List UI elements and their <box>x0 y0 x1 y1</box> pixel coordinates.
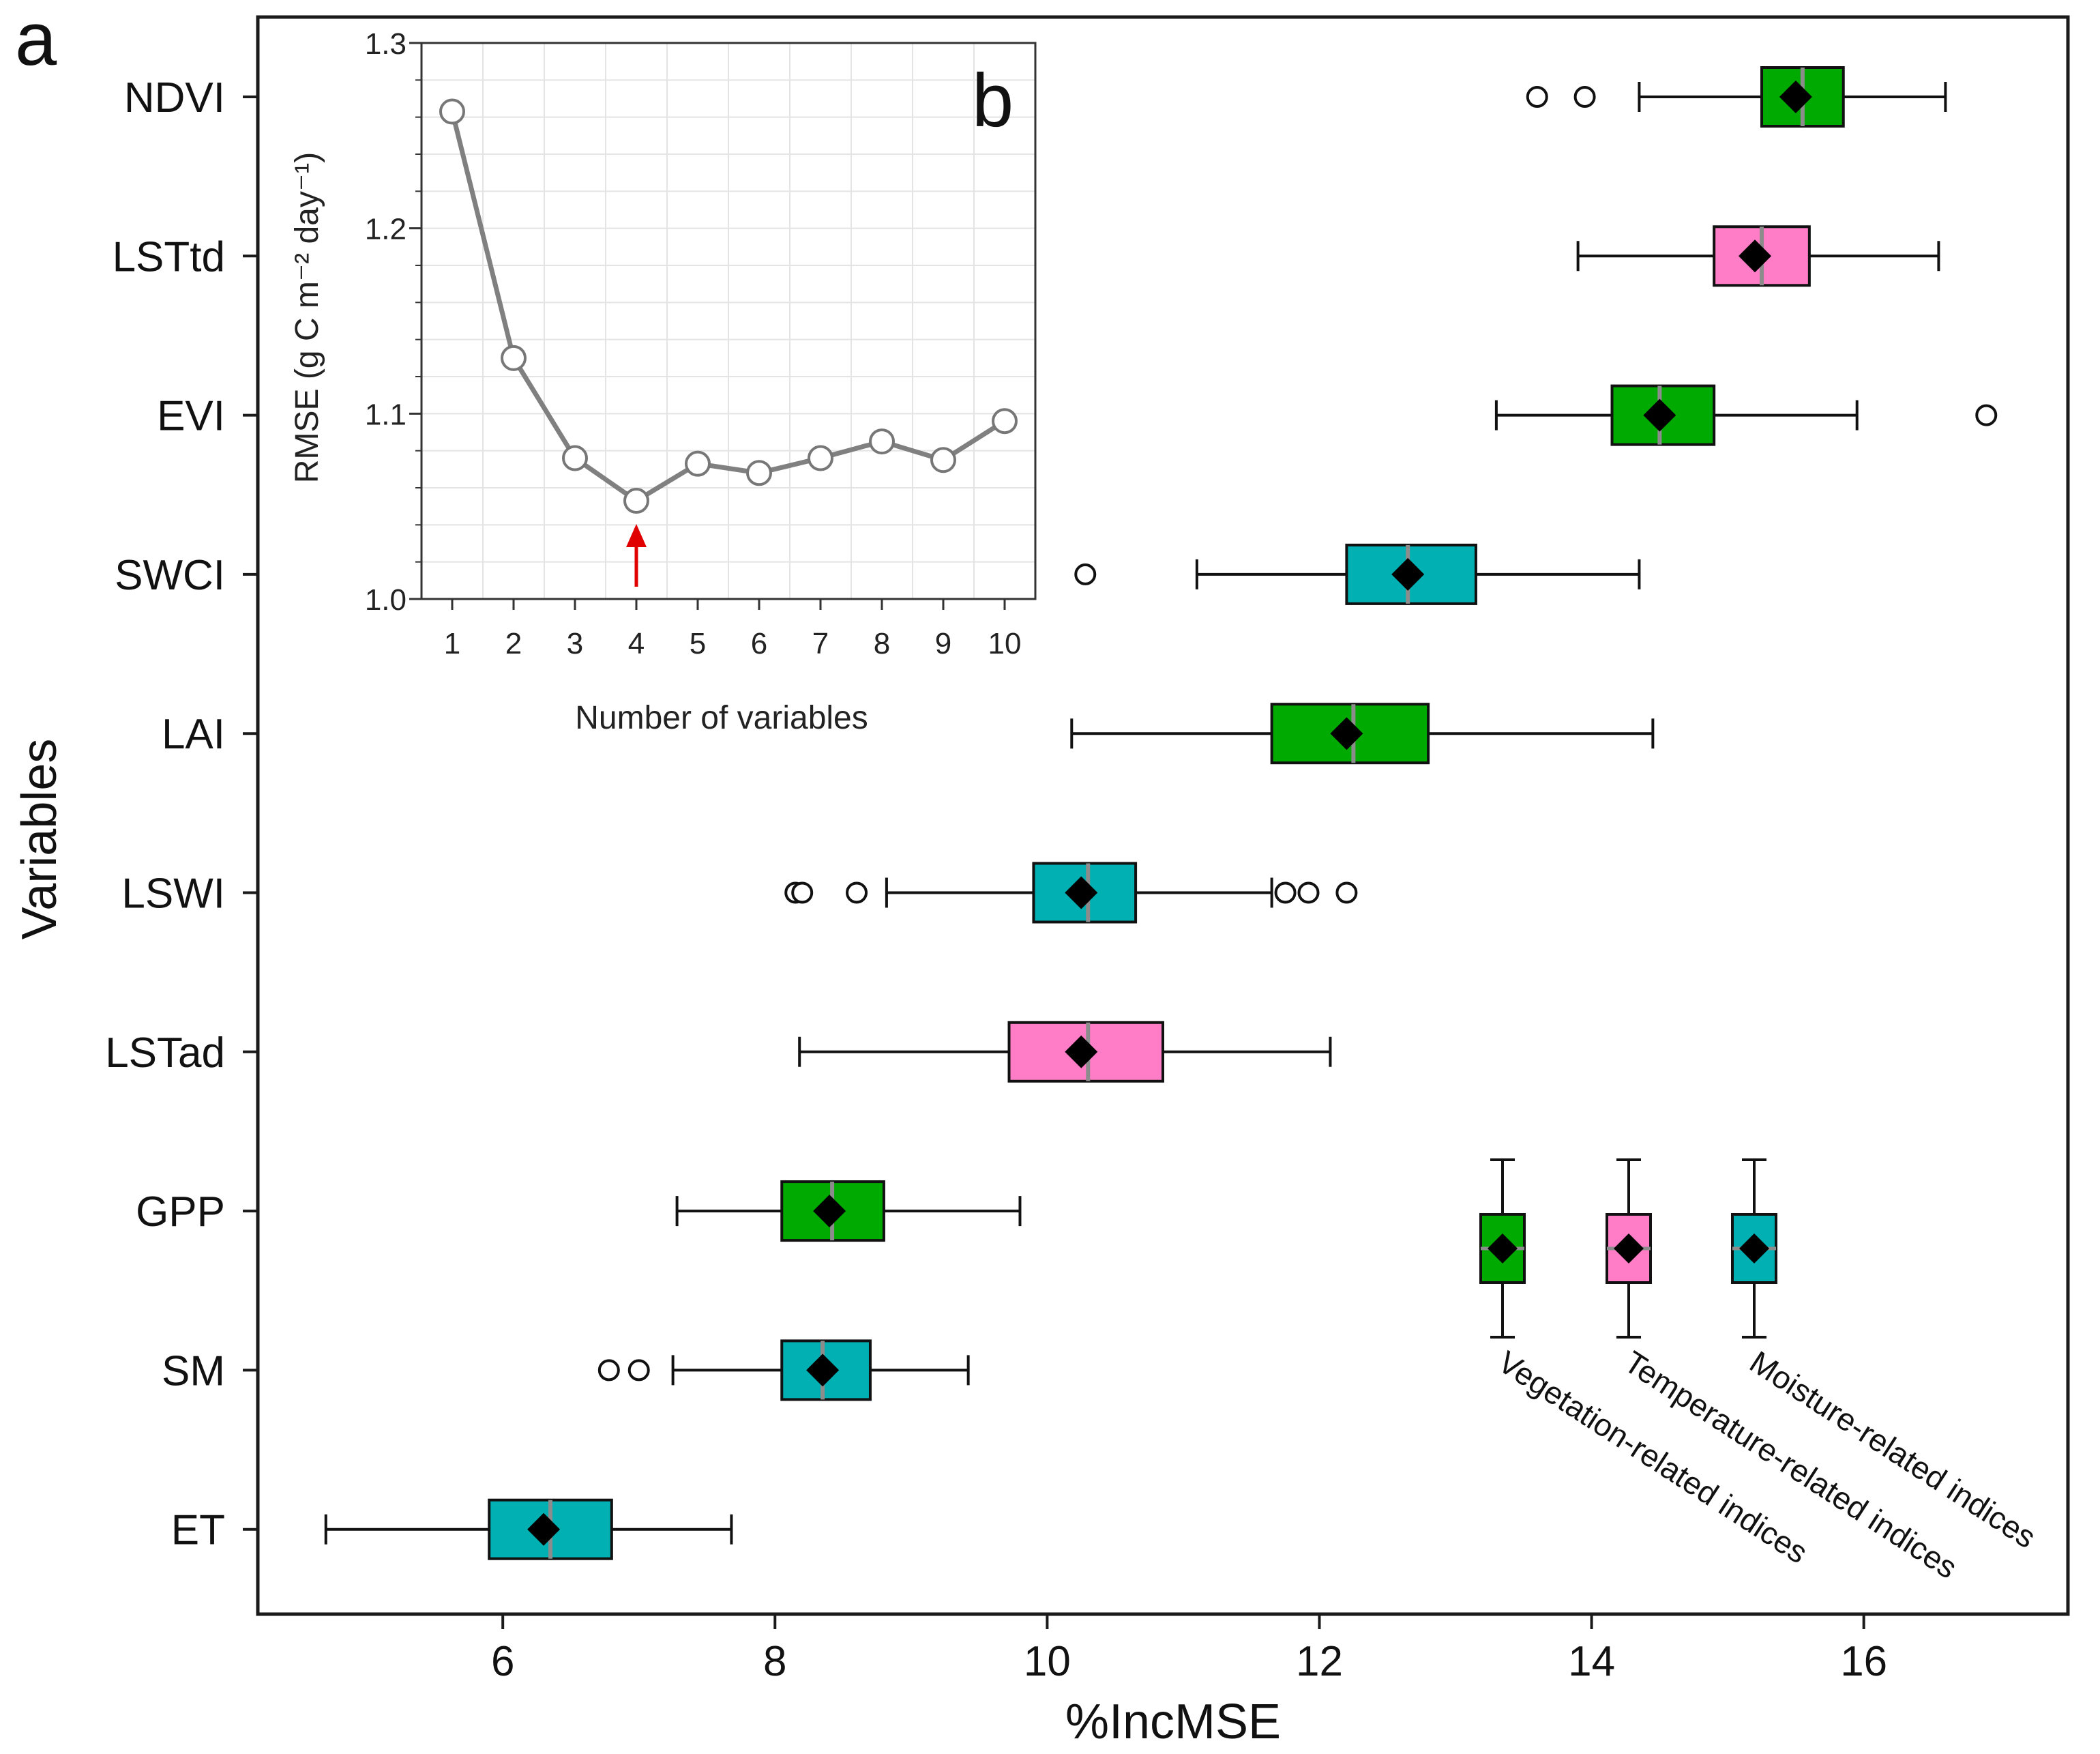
box-lswi <box>784 862 1358 924</box>
inset-x-tick-label: 8 <box>874 627 890 660</box>
outlier-point <box>597 1359 620 1382</box>
box-lstad <box>798 1021 1332 1083</box>
outlier-point <box>1335 881 1358 904</box>
inset-x-axis-title: Number of variables <box>575 700 868 736</box>
inset-y-axis-title: RMSE (g C m⁻² day⁻¹) <box>289 152 325 483</box>
outlier-point <box>791 881 814 904</box>
y-tick-label-gpp: GPP <box>136 1188 225 1236</box>
mean-diamond <box>1779 81 1812 113</box>
outlier-point <box>1274 881 1297 904</box>
mean-diamond <box>813 1195 846 1228</box>
x-tick-label: 12 <box>1296 1638 1343 1685</box>
inset-x-tick-label: 10 <box>988 627 1022 660</box>
rmse-point-5 <box>685 450 711 477</box>
inset-x-tick-label: 1 <box>444 627 460 660</box>
inset-x-tick-label: 5 <box>690 627 706 660</box>
rmse-point-6 <box>746 460 772 486</box>
rmse-point-8 <box>869 428 895 455</box>
rmse-point-4 <box>623 488 649 514</box>
plot-frame <box>256 15 2070 1616</box>
outlier-point <box>1297 881 1320 904</box>
x-tick-label: 6 <box>491 1638 514 1685</box>
inset-y-tick-label: 1.1 <box>365 398 406 431</box>
panel-label-b: b <box>972 59 1014 143</box>
box-swci <box>1074 543 1641 605</box>
x-tick-label: 16 <box>1840 1638 1887 1685</box>
y-tick-label-lswi: LSWI <box>121 871 225 918</box>
inset-x-tick-label: 9 <box>935 627 951 660</box>
box-sm <box>597 1339 970 1401</box>
mean-diamond <box>1065 1035 1098 1068</box>
box-evi <box>1494 384 1998 446</box>
rmse-point-1 <box>439 98 465 125</box>
box-gpp <box>675 1180 1022 1242</box>
box-et <box>324 1498 733 1560</box>
outlier-point <box>1074 563 1097 585</box>
inset-x-tick-label: 2 <box>505 627 522 660</box>
legend-mean-diamond <box>1488 1233 1518 1263</box>
box-lsttd <box>1576 225 1940 287</box>
x-tick-label: 8 <box>763 1638 786 1685</box>
panel-label-a: a <box>15 0 57 81</box>
y-tick-label-lai: LAI <box>162 711 225 758</box>
rmse-point-3 <box>562 445 588 471</box>
y-tick-label-et: ET <box>171 1507 225 1554</box>
inset-rmse-chart: 1.0 1.1 1.2 1.3 1 2 3 4 5 6 7 8 9 10 Number of variabl… <box>289 27 1037 736</box>
y-tick-label-lstad: LSTad <box>105 1029 225 1077</box>
outlier-point <box>846 881 868 904</box>
box-ndvi <box>1526 66 1947 128</box>
inset-x-tick-label: 4 <box>628 627 645 660</box>
inset-y-tick-label: 1.3 <box>365 27 406 61</box>
inset-y-tick-label: 1.2 <box>365 213 406 246</box>
y-tick-label-ndvi: NDVI <box>124 74 225 121</box>
x-tick-label: 10 <box>1024 1638 1071 1685</box>
legend-mean-diamond <box>1739 1233 1769 1263</box>
rmse-point-9 <box>930 447 956 473</box>
inset-x-tick-label: 3 <box>567 627 583 660</box>
rmse-series-line <box>449 111 1006 503</box>
mean-diamond <box>806 1354 840 1387</box>
outlier-point <box>1573 86 1596 108</box>
mean-diamond <box>1739 239 1772 273</box>
outlier-point <box>1526 86 1548 108</box>
inset-x-tick-label: 7 <box>812 627 829 660</box>
main-boxplot-chart: a6 8 10 12 14 16%IncMSEVariablesNDVILSTtdEVIS… <box>12 0 2070 1749</box>
mean-diamond <box>527 1512 561 1546</box>
x-tick-label: 14 <box>1568 1638 1615 1685</box>
optimum-arrow-head <box>626 524 647 548</box>
inset-y-tick-label: 1.0 <box>365 583 406 617</box>
mean-diamond <box>1065 876 1098 909</box>
mean-diamond <box>1643 398 1676 432</box>
rmse-point-7 <box>808 445 833 471</box>
y-tick-label-lsttd: LSTtd <box>113 233 225 280</box>
y-tick-label-sm: SM <box>162 1347 225 1394</box>
box-lai <box>1070 703 1655 765</box>
y-tick-label-evi: EVI <box>157 393 225 440</box>
inset-x-tick-label: 6 <box>751 627 767 660</box>
x-axis-title: %IncMSE <box>1065 1695 1281 1749</box>
y-tick-label-swci: SWCI <box>115 552 225 599</box>
inset-frame <box>420 42 1037 600</box>
outlier-point <box>1975 404 1998 426</box>
rmse-point-2 <box>501 345 527 371</box>
mean-diamond <box>1391 557 1425 591</box>
rmse-point-10 <box>992 408 1018 435</box>
iqr-box <box>1270 703 1430 765</box>
outlier-point <box>627 1359 650 1382</box>
y-axis-title: Variables <box>12 739 67 940</box>
legend-mean-diamond <box>1614 1233 1644 1263</box>
mean-diamond <box>1330 717 1363 750</box>
